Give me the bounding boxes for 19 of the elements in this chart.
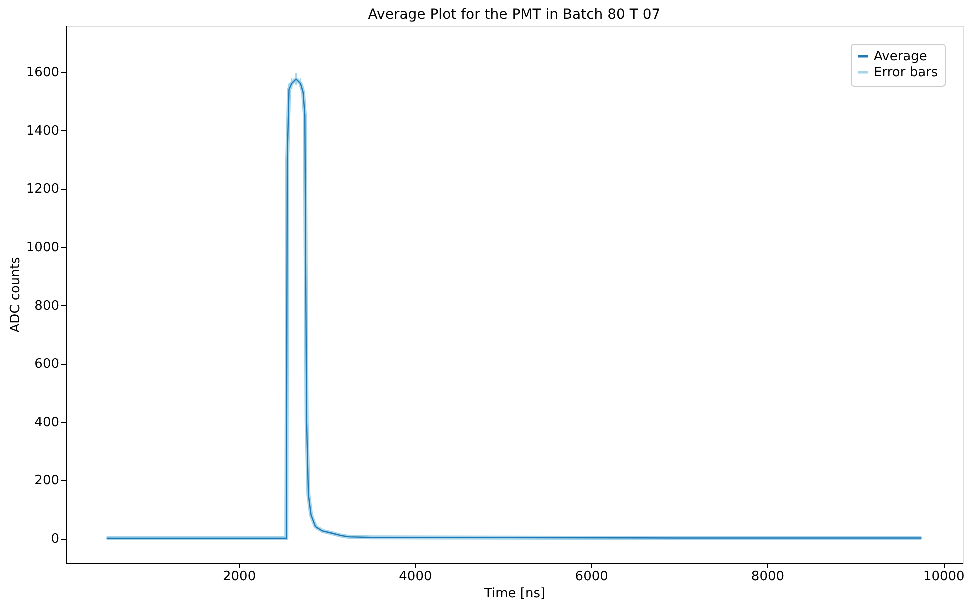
y-tick-label: 0: [51, 532, 60, 548]
y-tick-label: 600: [34, 357, 60, 372]
y-tick-label: 1600: [26, 66, 60, 81]
chart-title: Average Plot for the PMT in Batch 80 T 07: [368, 7, 661, 23]
x-tick-label: 10000: [923, 570, 965, 584]
x-tick-label: 8000: [751, 570, 785, 584]
x-tick-label: 2000: [223, 570, 256, 584]
y-tick-label: 400: [34, 415, 60, 430]
legend-label: Error bars: [874, 66, 938, 80]
y-axis-title: ADC counts: [8, 256, 24, 333]
y-tick-label: 200: [34, 474, 60, 489]
legend-label: Average: [874, 50, 928, 64]
x-axis-title: Time [ns]: [483, 586, 546, 602]
y-tick-label: 1000: [26, 240, 60, 256]
x-tick-label: 6000: [575, 570, 608, 584]
x-tick-label: 4000: [399, 570, 432, 584]
y-tick-label: 1200: [26, 182, 60, 198]
y-tick-label: 800: [34, 298, 60, 314]
y-tick-label: 1400: [26, 124, 60, 139]
